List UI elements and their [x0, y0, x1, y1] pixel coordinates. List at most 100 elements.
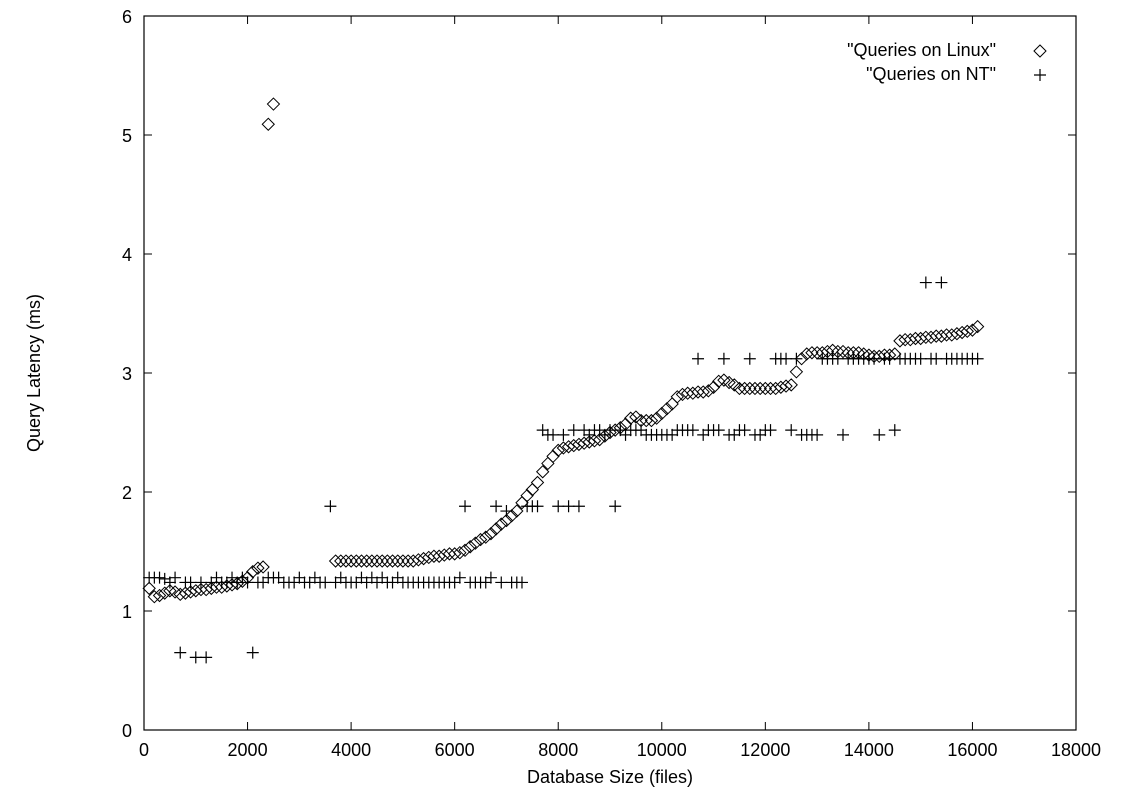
linux-data-point	[453, 545, 467, 560]
linux-data-point	[178, 586, 193, 600]
linux-data-point	[204, 581, 219, 596]
linux-data-point	[789, 365, 804, 379]
linux-data-point	[458, 543, 472, 558]
nt-data-point	[257, 576, 270, 589]
nt-data-point	[288, 576, 301, 589]
linux-data-point	[251, 561, 265, 575]
linux-data-point	[499, 513, 514, 528]
nt-data-point	[593, 424, 606, 437]
linux-data-point	[349, 554, 363, 568]
linux-data-point	[375, 554, 389, 568]
linux-data-point	[706, 380, 721, 394]
nt-data-point	[837, 428, 849, 441]
linux-data-point	[391, 554, 405, 568]
linux-data-point	[639, 413, 653, 428]
linux-data-point	[696, 385, 710, 399]
linux-data-point	[939, 328, 954, 342]
nt-data-point	[583, 428, 596, 441]
linux-data-point	[908, 331, 923, 346]
nt-data-point	[453, 571, 466, 584]
linux-data-point	[339, 554, 353, 568]
nt-data-point	[448, 576, 461, 589]
linux-data-point	[836, 344, 850, 359]
linux-data-point	[411, 553, 426, 567]
linux-data-point	[888, 347, 902, 361]
nt-data-point	[484, 571, 497, 584]
y-tick-label: 6	[122, 7, 132, 27]
linux-data-point	[473, 532, 488, 547]
nt-data-point	[334, 571, 347, 584]
nt-data-point	[371, 576, 383, 589]
linux-data-point	[158, 586, 172, 600]
linux-data-point	[447, 547, 462, 561]
legend-marker-linux-diamond-icon	[1033, 44, 1047, 58]
linux-data-point	[768, 381, 783, 396]
linux-data-point	[510, 504, 524, 518]
nt-data-point	[360, 576, 373, 589]
nt-data-point	[355, 571, 368, 584]
nt-data-point	[868, 352, 881, 365]
nt-data-point	[562, 500, 575, 513]
linux-data-point	[530, 475, 545, 490]
nt-data-point	[495, 576, 508, 589]
linux-data-point	[266, 97, 281, 111]
nt-data-point	[158, 572, 171, 585]
nt-data-point	[194, 576, 207, 589]
y-tick-label: 1	[122, 602, 132, 622]
linux-data-point	[479, 530, 493, 544]
linux-data-point	[432, 549, 446, 563]
linux-data-point	[489, 522, 503, 536]
linux-data-point	[463, 540, 477, 554]
nt-data-point	[241, 576, 254, 589]
nt-data-point	[567, 424, 580, 437]
nt-data-point	[712, 424, 725, 437]
y-tick-label: 2	[122, 483, 132, 503]
nt-data-point	[614, 424, 627, 437]
nt-data-point	[200, 651, 213, 664]
nt-data-point	[163, 576, 176, 589]
nt-data-point	[490, 500, 503, 513]
linux-data-point	[427, 549, 441, 563]
nt-data-point	[153, 571, 166, 584]
x-tick-label: 6000	[435, 740, 475, 760]
linux-data-point	[209, 580, 224, 594]
linux-data-point	[675, 387, 690, 402]
linux-data-point	[546, 449, 560, 464]
nt-data-point	[935, 276, 948, 289]
linux-data-point	[334, 554, 348, 568]
nt-data-point	[930, 352, 943, 365]
nt-data-point	[552, 500, 565, 513]
nt-data-point	[231, 576, 244, 589]
linux-data-point	[903, 332, 918, 347]
y-tick-label: 4	[122, 245, 132, 265]
linux-data-point	[173, 587, 187, 602]
legend-label-linux: "Queries on Linux"	[847, 40, 996, 60]
nt-data-point	[883, 352, 896, 365]
linux-data-point	[235, 574, 250, 588]
nt-data-point	[598, 428, 611, 441]
linux-data-point	[437, 548, 452, 562]
nt-data-point	[790, 352, 803, 365]
linux-data-point	[753, 381, 767, 396]
linux-data-point	[758, 381, 773, 396]
nt-data-point	[293, 571, 306, 584]
nt-data-point	[578, 424, 591, 437]
nt-data-point	[386, 576, 399, 589]
linux-data-point	[592, 432, 607, 447]
linux-data-point	[220, 579, 234, 593]
linux-data-point	[644, 413, 659, 428]
linux-data-point	[582, 435, 596, 449]
linux-data-point	[686, 386, 700, 400]
x-tick-label: 14000	[844, 740, 894, 760]
nt-data-point	[609, 500, 622, 513]
x-tick-label: 0	[139, 740, 149, 760]
nt-data-point	[888, 424, 901, 437]
nt-data-point	[184, 576, 197, 589]
nt-data-point	[536, 424, 549, 437]
linux-data-point	[422, 550, 436, 565]
linux-data-point	[328, 554, 343, 568]
nt-data-point	[319, 576, 332, 589]
y-tick-label: 3	[122, 364, 132, 384]
linux-data-point	[598, 429, 612, 443]
plot-frame	[143, 15, 1077, 731]
